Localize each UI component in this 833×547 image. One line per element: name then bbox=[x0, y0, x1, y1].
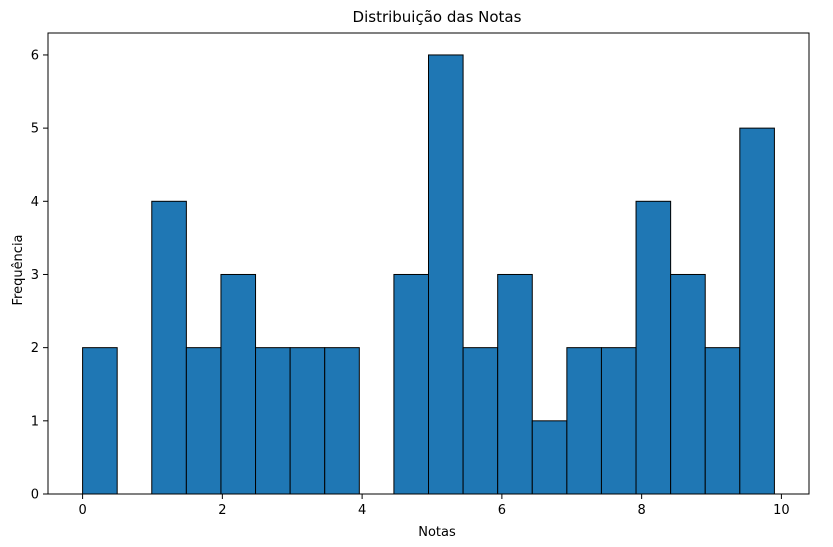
x-tick-label: 2 bbox=[218, 503, 226, 518]
y-axis-ticks: 0 1 2 3 4 5 6 bbox=[31, 48, 48, 503]
histogram-bar bbox=[220, 273, 257, 495]
histogram-bar bbox=[428, 54, 464, 495]
histogram-bar bbox=[566, 347, 602, 495]
y-axis-label: Frequência bbox=[11, 234, 26, 305]
histogram-bar bbox=[462, 347, 499, 495]
histogram-bar bbox=[531, 420, 568, 495]
x-tick-label: 0 bbox=[78, 503, 86, 518]
y-tick-label: 6 bbox=[31, 48, 39, 63]
histogram-bar bbox=[600, 347, 637, 495]
y-tick-label: 2 bbox=[31, 341, 39, 356]
histogram-bar bbox=[324, 347, 360, 495]
bars-group bbox=[82, 54, 775, 495]
y-tick-label: 4 bbox=[31, 195, 39, 210]
histogram-bar bbox=[704, 347, 741, 495]
y-tick-label: 5 bbox=[31, 122, 39, 137]
histogram-bar bbox=[255, 347, 291, 495]
histogram-bar bbox=[82, 347, 118, 495]
chart-title: Distribuição das Notas bbox=[353, 8, 522, 26]
y-tick-label: 0 bbox=[31, 488, 39, 503]
histogram-bar bbox=[670, 273, 706, 495]
histogram-bar bbox=[635, 200, 672, 495]
histogram-bar bbox=[151, 200, 187, 495]
plot-frame bbox=[47, 32, 810, 495]
y-tick-label: 3 bbox=[31, 268, 39, 283]
x-axis-label: Notas bbox=[418, 525, 456, 540]
histogram-bar bbox=[739, 127, 775, 495]
histogram-bar bbox=[393, 273, 429, 495]
histogram-bar bbox=[185, 347, 222, 495]
x-tick-label: 6 bbox=[498, 503, 506, 518]
x-tick-label: 8 bbox=[637, 503, 645, 518]
histogram-bar bbox=[289, 347, 326, 495]
x-tick-label: 4 bbox=[358, 503, 366, 518]
histogram-bar bbox=[497, 273, 533, 495]
x-axis-ticks: 0 2 4 6 8 10 bbox=[78, 494, 790, 518]
x-tick-label: 10 bbox=[773, 503, 790, 518]
y-tick-label: 1 bbox=[31, 414, 39, 429]
